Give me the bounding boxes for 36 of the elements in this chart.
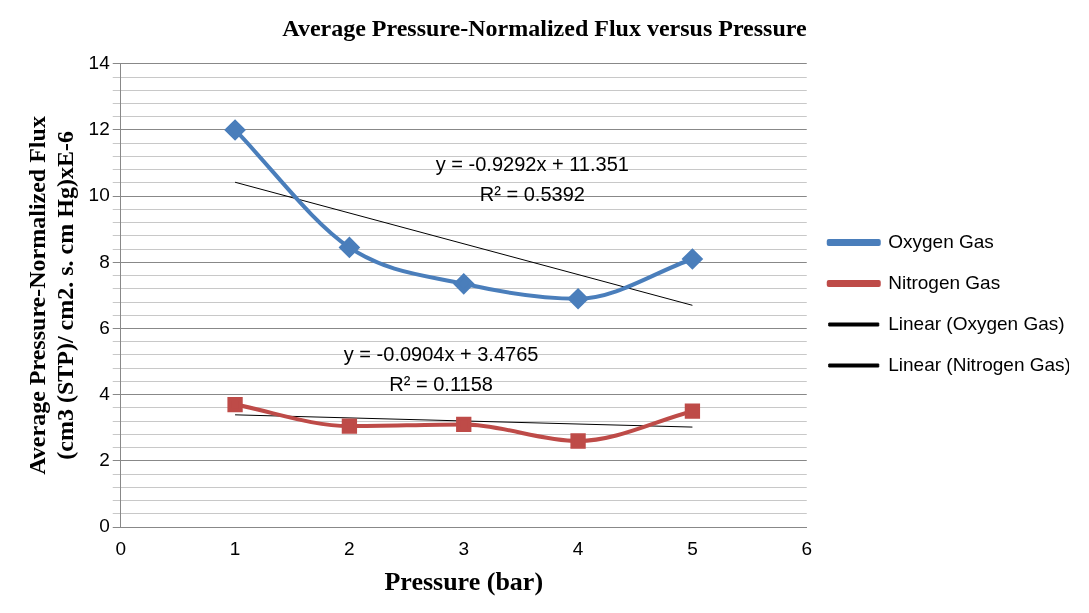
x-tick-label: 4 bbox=[572, 537, 584, 559]
point bbox=[568, 288, 589, 309]
y-tick-label: 10 bbox=[88, 184, 110, 206]
x-tick-label: 2 bbox=[344, 537, 355, 559]
x-tick-label: 0 bbox=[115, 537, 127, 559]
annotation: y = -0.9292x + 11.351 bbox=[435, 153, 629, 176]
chart-title: Average Pressure-Normalized Flux versus Pressure bbox=[282, 14, 808, 41]
point bbox=[339, 237, 360, 258]
legend-label: Nitrogen Gas bbox=[888, 271, 1001, 293]
y-axis-title: Average Pressure-Normalized Flux (cm3 (STP)/ cm2. s. cm Hg)xE-6 bbox=[23, 116, 79, 475]
point bbox=[456, 416, 472, 433]
annotation: y = -0.0904x + 3.4765 bbox=[343, 343, 539, 366]
point bbox=[225, 119, 246, 140]
legend-label: Linear (Oxygen Gas) bbox=[888, 312, 1065, 334]
x-tick-label: 5 bbox=[687, 537, 698, 559]
x-tick-label: 1 bbox=[229, 537, 241, 559]
legend-label: Linear (Nitrogen Gas) bbox=[888, 353, 1071, 375]
y-tick-label: 2 bbox=[99, 449, 110, 471]
point bbox=[453, 273, 474, 294]
y-tick-label: 6 bbox=[99, 316, 110, 338]
point bbox=[684, 403, 701, 419]
y-tick-label: 4 bbox=[99, 382, 111, 404]
annotation: R² = 0.5392 bbox=[479, 183, 585, 206]
x-axis-title: Pressure (bar) bbox=[384, 567, 544, 597]
y-tick-label: 0 bbox=[99, 515, 110, 537]
annotation: R² = 0.1158 bbox=[389, 373, 493, 396]
point bbox=[227, 396, 243, 413]
x-tick-label: 6 bbox=[801, 537, 813, 559]
point bbox=[682, 249, 703, 270]
y-tick-label: 12 bbox=[88, 118, 110, 140]
legend-label: Oxygen Gas bbox=[888, 230, 994, 252]
x-tick-label: 3 bbox=[458, 537, 470, 559]
point bbox=[570, 433, 586, 449]
y-tick-label: 14 bbox=[88, 52, 111, 74]
y-tick-label: 8 bbox=[99, 250, 110, 272]
point bbox=[341, 418, 358, 434]
